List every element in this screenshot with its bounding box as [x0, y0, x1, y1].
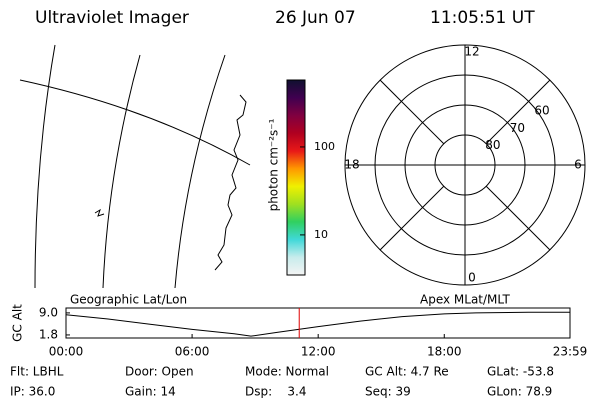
spoke [485, 185, 551, 251]
status-field: Flt: LBHL [10, 365, 64, 379]
status-field: GC Alt: 4.7 Re [365, 365, 449, 379]
status-field: GLon: 78.9 [487, 385, 552, 399]
colorbar-tick-label: 100 [314, 140, 335, 153]
time: 11:05:51 UT [430, 8, 535, 28]
lat-ring-label: 80 [485, 138, 500, 152]
altitude-plot: Geographic Lat/Lon Apex MLat/MLT GC Alt 1.8… [11, 293, 588, 359]
mlt-label: 12 [464, 45, 479, 59]
spoke [485, 79, 551, 145]
mlt-label: 0 [468, 271, 476, 285]
x-tick-label: 00:00 [49, 345, 84, 359]
status-field: IP: 36.0 [10, 385, 55, 399]
mlt-label: 6 [574, 158, 582, 172]
colorbar: 10 100 photon cm⁻²s⁻¹ [267, 79, 335, 276]
right-label: Apex MLat/MLT [420, 293, 510, 307]
colorbar-tick-label: 10 [314, 228, 328, 241]
status-field: Mode: Normal [245, 365, 329, 379]
x-tick-label: 06:00 [175, 345, 210, 359]
x-tick-label: 18:00 [427, 345, 462, 359]
left-label: Geographic Lat/Lon [70, 293, 187, 307]
meridian [174, 54, 226, 289]
y-axis-label: GC Alt [11, 304, 25, 342]
colorbar-fill [286, 79, 306, 276]
colorbar-label: photon cm⁻²s⁻¹ [267, 118, 281, 211]
spoke [379, 185, 445, 251]
coastline [214, 94, 247, 271]
status-field: Dsp: 3.4 [245, 385, 307, 399]
lat-ring-label: 60 [534, 104, 549, 118]
meridian [34, 44, 56, 289]
altitude-line [65, 311, 570, 337]
geo-map [19, 44, 251, 289]
status-field: Gain: 14 [125, 385, 176, 399]
y-tick-label: 1.8 [39, 327, 58, 341]
status-field: GLat: -53.8 [487, 365, 554, 379]
parallel [19, 79, 251, 166]
lat-ring-label: 70 [510, 121, 525, 135]
meridian [102, 54, 141, 289]
x-tick-label: 23:59 [553, 345, 588, 359]
instrument-title: Ultraviolet Imager [35, 8, 189, 28]
x-tick-label: 12:00 [301, 345, 336, 359]
status-field: Seq: 39 [365, 385, 411, 399]
spoke [379, 79, 445, 145]
mlt-label: 18 [344, 158, 359, 172]
status-field: Door: Open [125, 365, 194, 379]
island [94, 208, 105, 217]
status-panel: Flt: LBHL Door: Open Mode: Normal GC Alt: 4… [10, 365, 554, 399]
y-tick-label: 9.0 [39, 305, 58, 319]
date: 26 Jun 07 [275, 8, 356, 28]
